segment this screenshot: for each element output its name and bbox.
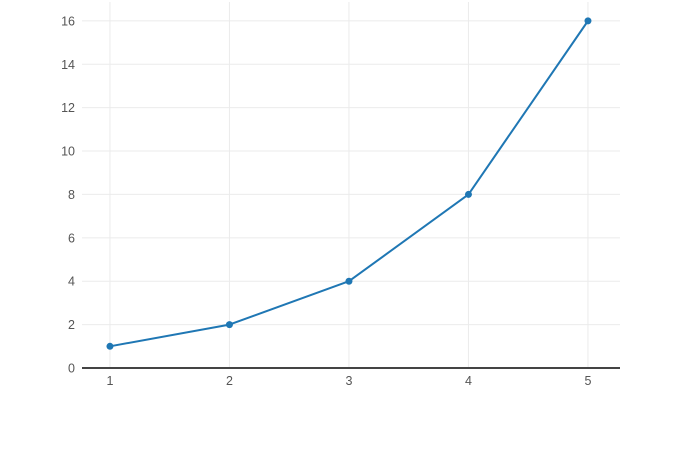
y-tick-label: 12 [61, 101, 75, 115]
y-tick-label: 6 [68, 231, 75, 245]
y-tick-label: 2 [68, 318, 75, 332]
y-tick-label: 10 [61, 145, 75, 159]
x-tick-label: 3 [345, 374, 352, 388]
data-point[interactable] [106, 342, 114, 350]
y-tick-label: 8 [68, 188, 75, 202]
data-point[interactable] [584, 17, 592, 25]
x-tick-label: 2 [226, 374, 233, 388]
x-tick-label: 5 [584, 374, 591, 388]
x-tick-label: 1 [106, 374, 113, 388]
y-tick-label: 0 [68, 362, 75, 376]
data-point[interactable] [345, 277, 353, 285]
x-tick-label: 4 [465, 374, 472, 388]
data-point[interactable] [225, 321, 233, 329]
y-tick-label: 4 [68, 275, 75, 289]
data-point[interactable] [464, 190, 472, 198]
y-tick-label: 14 [61, 58, 75, 72]
y-tick-label: 16 [61, 14, 75, 28]
